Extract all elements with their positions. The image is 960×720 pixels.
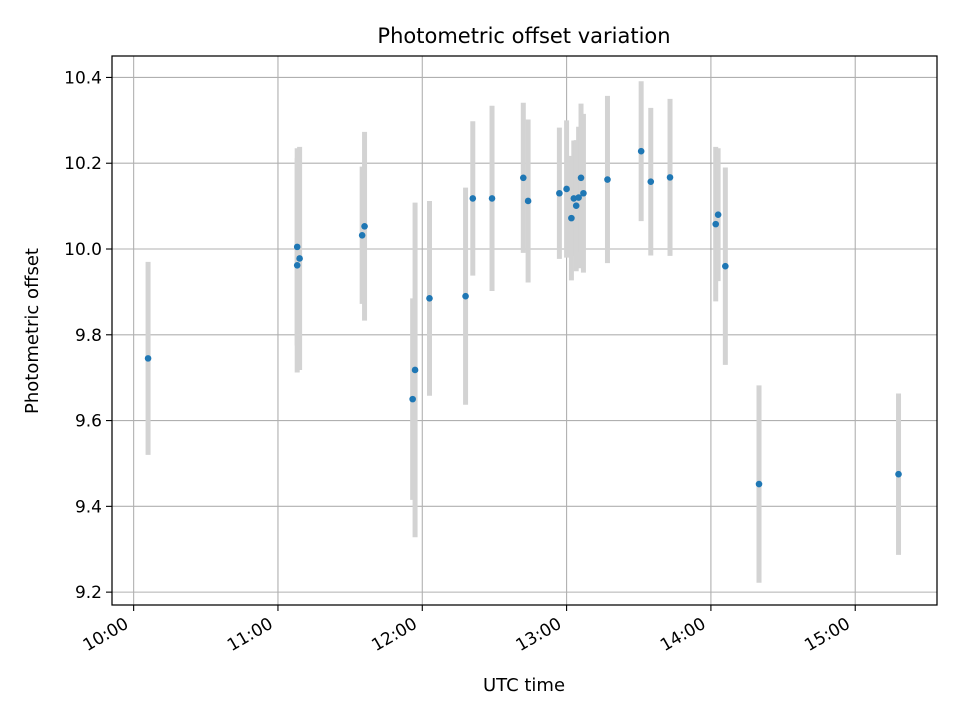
data-point — [524, 197, 532, 205]
plot-frame — [111, 55, 938, 606]
y-tick-label: 10.2 — [64, 154, 102, 174]
data-point — [563, 185, 570, 193]
data-point — [895, 470, 902, 478]
data-point — [712, 220, 720, 228]
data-point — [755, 480, 763, 488]
data-point — [568, 214, 575, 222]
data-point — [409, 395, 416, 403]
data-point — [144, 355, 152, 362]
data-point — [426, 295, 433, 302]
data-point — [666, 174, 674, 181]
y-axis: 9.2 9.4 9.6 9.8 10.0 10.2 10.4 — [64, 68, 112, 603]
data-point — [361, 222, 368, 230]
data-point — [411, 366, 419, 374]
y-tick-label: 9.6 — [75, 412, 102, 432]
data-point — [296, 255, 303, 262]
point-layer — [144, 147, 902, 488]
data-point — [637, 147, 645, 155]
data-point — [722, 262, 729, 270]
grid-layer — [112, 56, 937, 605]
x-axis-title: UTC time — [483, 675, 565, 696]
data-point — [647, 178, 655, 185]
data-point — [488, 195, 496, 202]
y-tick-label: 9.8 — [75, 326, 102, 346]
y-tick-label: 9.2 — [75, 583, 102, 603]
chart-title: Photometric offset variation — [377, 24, 670, 48]
data-point — [556, 189, 563, 197]
data-point — [293, 262, 301, 269]
data-point — [293, 243, 301, 251]
data-point — [714, 211, 722, 218]
data-point — [580, 189, 587, 197]
data-point — [462, 292, 469, 300]
data-point — [469, 195, 477, 202]
data-point — [604, 176, 611, 183]
y-tick-label: 10.4 — [64, 68, 102, 88]
data-point — [519, 174, 527, 182]
y-axis-title: Photometric offset — [22, 248, 43, 414]
data-point — [575, 194, 582, 201]
y-tick-label: 9.4 — [75, 497, 102, 517]
data-point — [577, 174, 585, 182]
y-tick-label: 10.0 — [64, 240, 102, 260]
data-point — [572, 202, 580, 209]
data-point — [358, 231, 366, 239]
